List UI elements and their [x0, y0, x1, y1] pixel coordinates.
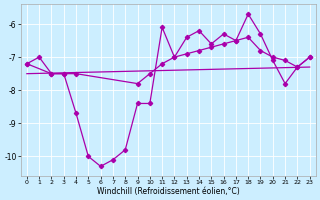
X-axis label: Windchill (Refroidissement éolien,°C): Windchill (Refroidissement éolien,°C): [97, 187, 240, 196]
